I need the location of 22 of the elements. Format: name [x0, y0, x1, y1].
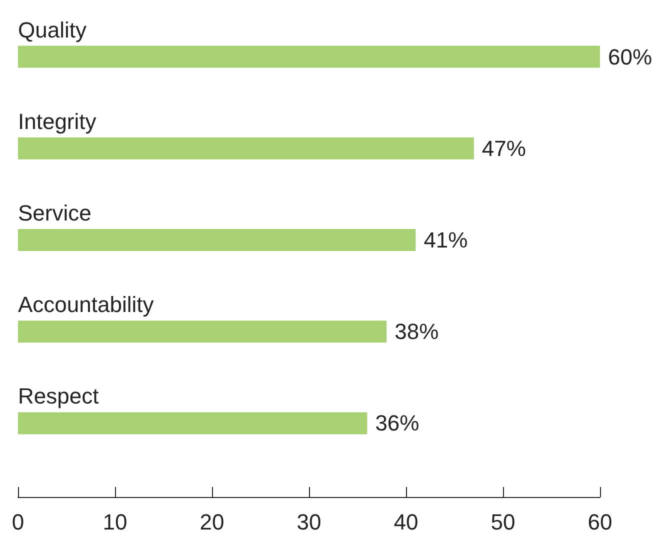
y-tick-label: Quality — [18, 17, 86, 42]
y-tick-label: Integrity — [18, 108, 96, 134]
x-tick-label: 40 — [394, 510, 418, 534]
data-label: 36% — [375, 410, 420, 436]
data-label: 38% — [394, 319, 439, 344]
bar — [18, 320, 387, 343]
y-tick-label: Accountability — [18, 292, 154, 318]
y-tick-label: Service — [18, 200, 92, 226]
x-tick-label: 10 — [102, 510, 128, 534]
bar — [18, 46, 600, 68]
data-label: 41% — [424, 228, 468, 252]
bar — [18, 412, 368, 434]
data-label: 60% — [608, 44, 652, 70]
bar — [18, 229, 416, 251]
data-label: 47% — [482, 136, 526, 161]
x-tick-label: 20 — [200, 510, 224, 534]
bar — [18, 137, 474, 160]
x-tick-label: 0 — [12, 510, 24, 534]
x-tick-label: 60 — [588, 510, 612, 534]
x-tick-label: 50 — [490, 510, 516, 534]
y-tick-label: Respect — [18, 384, 99, 409]
x-tick-label: 30 — [296, 510, 322, 534]
